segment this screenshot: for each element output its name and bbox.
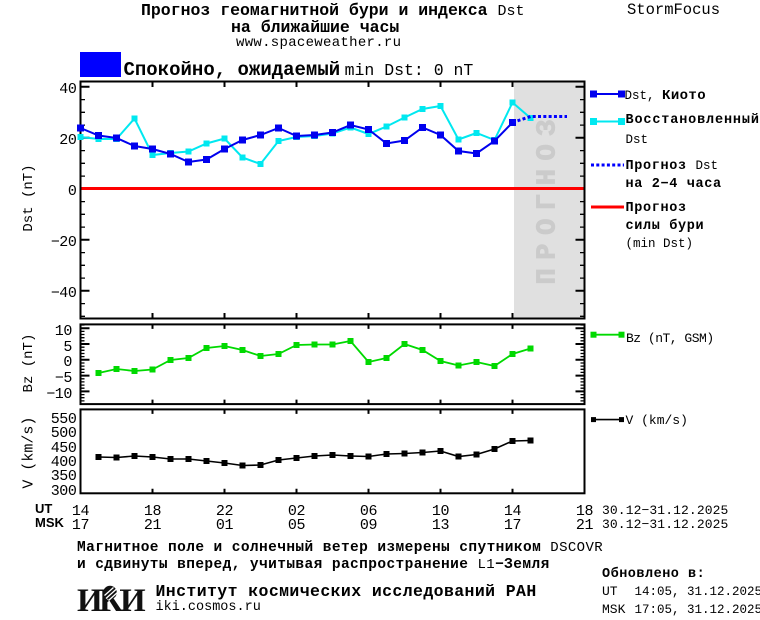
- svg-text:И: И: [77, 583, 103, 619]
- svg-text:И: И: [120, 583, 146, 619]
